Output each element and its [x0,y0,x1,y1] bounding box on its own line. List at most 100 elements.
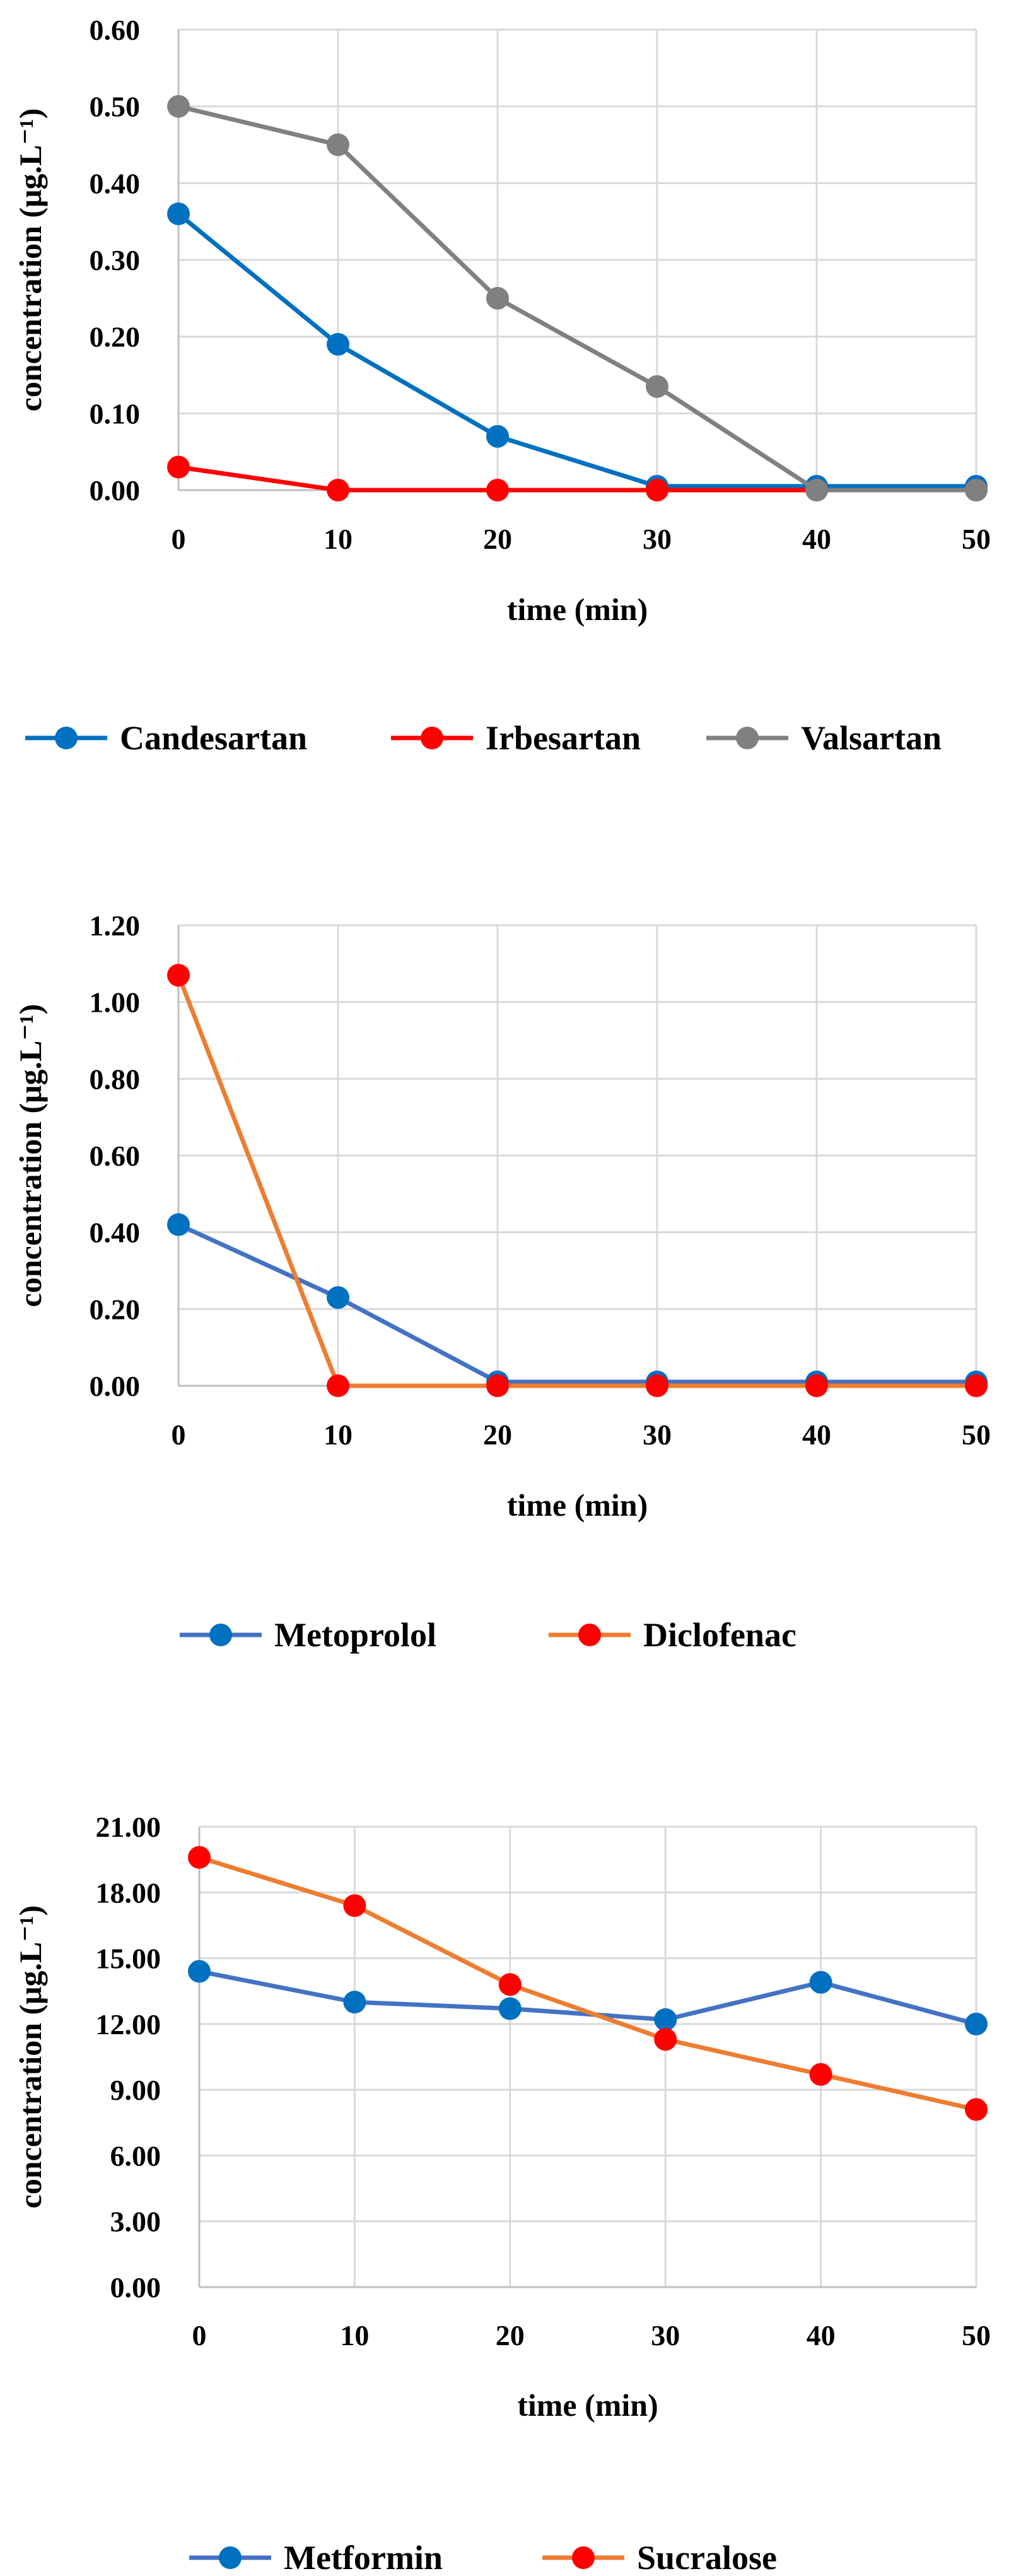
legend-label: Metformin [284,2539,443,2576]
series-line-valsartan [178,104,976,493]
data-point-valsartan [965,479,988,501]
x-tick-label: 50 [962,1419,991,1451]
data-point-diclofenac [327,1374,349,1397]
data-point-metformin [343,1991,366,2014]
x-tick-label: 30 [643,1419,672,1451]
data-point-sucralose [654,2028,677,2051]
data-point-metoprolol [327,1286,349,1309]
data-point-diclofenac [486,1374,509,1397]
data-point-diclofenac [646,1374,668,1397]
legend: Metoprolol Diclofenac [180,1616,796,1654]
y-tick-label: 0.60 [90,1140,141,1172]
data-point-valsartan [327,133,349,156]
legend-label: Metoprolol [274,1616,436,1654]
legend-item-candesartan: Candesartan [25,719,307,757]
data-point-metformin [965,2012,988,2035]
y-tick-label: 0.40 [90,1217,141,1249]
y-tick-label: 0.80 [90,1063,141,1095]
series-candesartan [167,202,988,498]
y-tick-label: 9.00 [110,2074,161,2106]
legend-marker [578,1624,601,1646]
x-axis-title: time (min) [507,1487,648,1523]
x-tick-label: 10 [324,523,353,555]
legend: Metformin Sucralose [189,2539,777,2576]
x-tick-label: 10 [324,1419,353,1451]
y-tick-label: 0.20 [90,1293,141,1325]
chart-metoprolol-diclofenac: 0.00 0.20 0.40 0.60 0.80 1.00 1.20 0 10 20 30 40 50 t… [13,910,991,1654]
series-line-metformin [199,1969,977,2027]
x-tick-label: 50 [962,2319,991,2351]
y-tick-label: 0.00 [110,2271,161,2304]
legend-item-metoprolol: Metoprolol [180,1616,436,1654]
x-tick-label: 40 [802,1419,831,1451]
y-tick-label: 1.00 [90,986,141,1019]
legend-marker [219,2546,242,2569]
legend-marker [55,727,78,749]
x-tick-label: 20 [496,2319,525,2351]
series-line-metoprolol [177,1222,976,1385]
legend-label: Candesartan [120,719,307,757]
y-tick-label: 0.50 [90,91,141,123]
data-point-sucralose [965,2098,988,2121]
chart-metformin-sucralose: 0.00 3.00 6.00 9.00 12.00 15.00 18.00 21.00 0 10 2… [13,1811,991,2576]
legend: Candesartan Irbesartan Valsartan [25,719,942,757]
legend-marker [572,2546,595,2569]
data-point-valsartan [167,95,190,118]
series-sucralose [188,1846,988,2121]
data-point-diclofenac [965,1374,988,1397]
x-tick-label: 40 [807,2319,836,2351]
y-tick-label: 6.00 [110,2140,161,2172]
x-tick-label: 30 [643,523,672,555]
data-point-metoprolol [167,1213,190,1236]
data-point-sucralose [188,1846,211,1869]
x-tick-label: 0 [172,523,186,555]
legend-item-diclofenac: Diclofenac [549,1616,796,1654]
series-valsartan [167,95,988,501]
chart-angiotensin-receptor-blockers: 0.00 0.10 0.20 0.30 0.40 0.50 0.60 0 10 20 30 40 50 t… [13,14,991,757]
legend-label: Diclofenac [643,1616,796,1654]
x-axis-title: time (min) [507,592,648,627]
y-tick-label: 21.00 [96,1811,161,1843]
data-point-valsartan [486,286,509,310]
data-point-irbesartan [167,455,190,479]
y-tick-label: 0.00 [90,474,141,506]
legend-label: Valsartan [801,719,942,757]
y-tick-label: 0.30 [90,244,141,276]
y-tick-label: 0.20 [90,321,141,353]
data-point-sucralose [809,2063,832,2086]
series-line-candesartan [177,212,976,489]
data-point-metformin [654,2008,677,2031]
data-point-metformin [188,1960,211,1983]
y-tick-label: 0.40 [90,167,141,199]
y-tick-label: 18.00 [96,1876,161,1909]
y-tick-label: 15.00 [96,1943,161,1975]
data-point-valsartan [646,375,668,398]
legend-marker [421,727,443,749]
x-tick-label: 20 [483,523,512,555]
legend-item-irbesartan: Irbesartan [391,719,641,757]
series-metoprolol [167,1213,988,1393]
data-point-irbesartan [327,479,349,501]
data-point-irbesartan [486,479,509,501]
legend-item-sucralose: Sucralose [542,2539,777,2576]
data-point-diclofenac [167,964,190,987]
legend-label: Irbesartan [486,719,641,757]
y-tick-label: 3.00 [110,2206,161,2238]
data-point-metformin [809,1970,832,1994]
legend-marker [209,1624,232,1646]
series-line-diclofenac [176,974,976,1388]
data-point-sucralose [498,1973,522,1996]
legend-label: Sucralose [637,2539,777,2576]
series-line-sucralose [198,1855,977,2112]
data-point-valsartan [805,479,828,501]
series-diclofenac [167,964,988,1397]
data-point-candesartan [486,424,509,448]
data-point-metformin [498,1997,522,2020]
data-point-sucralose [343,1894,366,1917]
y-axis-title: concentration (μg.L⁻¹) [13,1906,48,2209]
y-tick-label: 1.20 [90,910,141,942]
x-tick-label: 10 [340,2319,369,2351]
x-tick-label: 50 [962,523,991,555]
y-axis-title: concentration (μg.L⁻¹) [13,1004,48,1308]
